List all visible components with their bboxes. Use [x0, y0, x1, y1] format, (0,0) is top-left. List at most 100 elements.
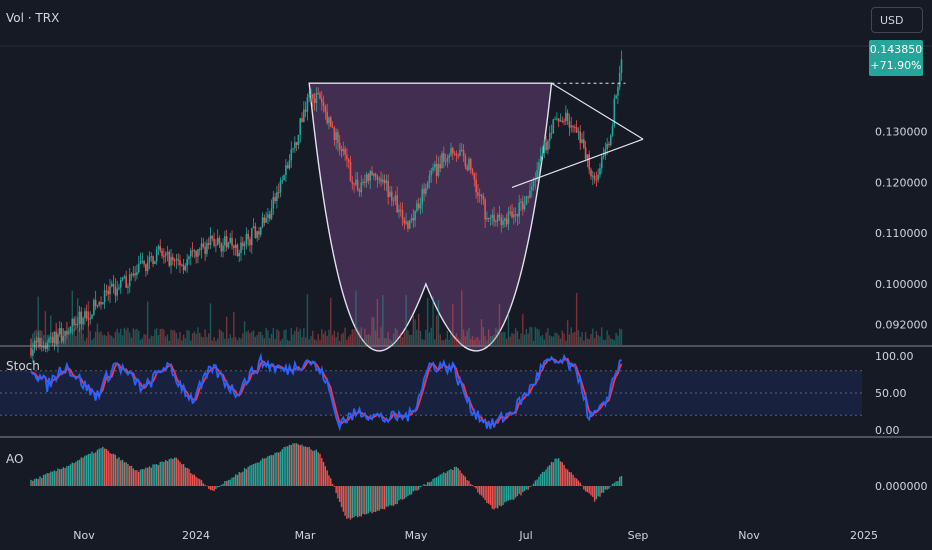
volume-bar [432, 296, 434, 345]
volume-bar [584, 331, 587, 345]
ao-bar [182, 464, 185, 486]
ao-bar [523, 486, 526, 491]
volume-bar [410, 334, 413, 345]
candle-body [410, 218, 413, 221]
candle-body [175, 259, 178, 261]
ao-bar [414, 486, 416, 491]
volume-bar [513, 333, 515, 345]
volume-bar [256, 335, 258, 345]
ao-bar [491, 486, 493, 509]
volume-bar [450, 332, 452, 345]
volume-bar [206, 336, 208, 345]
symbol-label[interactable]: Vol · TRX [6, 11, 60, 25]
ao-bar [321, 458, 323, 486]
ao-bar [216, 486, 219, 488]
candle-body [155, 249, 158, 262]
volume-bar [378, 338, 380, 345]
candle-body [507, 211, 510, 225]
volume-bar [360, 327, 362, 345]
ao-bar [387, 486, 389, 507]
ao-bar [566, 469, 569, 486]
ao-bar [188, 468, 190, 486]
ao-bar [68, 465, 70, 486]
volume-bar [209, 303, 212, 345]
candle-body [439, 163, 442, 169]
ao-bar [518, 486, 520, 494]
ao-bar [222, 483, 224, 486]
triangle-upper-line [551, 82, 644, 140]
ao-bar [464, 476, 467, 486]
volume-bar [303, 328, 305, 345]
ao-bar [423, 484, 425, 486]
volume-bar [102, 335, 104, 345]
candle-body [119, 280, 122, 288]
candle-body [574, 127, 576, 129]
candle-body [40, 346, 43, 348]
ao-bar [261, 458, 264, 486]
candle-body [541, 152, 544, 156]
candle-body [437, 163, 440, 176]
candle-body [389, 191, 391, 197]
volume-bar [568, 334, 571, 345]
candle-body [590, 169, 592, 177]
volume-bar [321, 329, 323, 345]
ao-bar [247, 466, 249, 486]
currency-button[interactable]: USD [871, 7, 923, 33]
price-tick-label: 0.110000 [875, 227, 928, 240]
ao-bar [193, 474, 196, 486]
ao-bar [552, 462, 555, 486]
ao-bar [428, 482, 431, 486]
candle-body [66, 330, 68, 335]
ao-bar [186, 468, 188, 486]
candle-body [565, 112, 567, 122]
candle-body [443, 153, 445, 162]
volume-bar [493, 334, 495, 345]
volume-bar [120, 328, 122, 345]
ao-bar [613, 482, 616, 486]
time-axis: Nov 2024 Mar May Jul Sep Nov 2025 [73, 529, 878, 542]
ao-bar [504, 486, 506, 503]
ao-bar [534, 480, 537, 486]
volume-bar [240, 338, 242, 345]
candle-body [177, 259, 179, 261]
volume-bar [252, 330, 255, 345]
candle-body [310, 94, 312, 96]
candle-body [426, 182, 429, 189]
ao-bar [290, 445, 292, 486]
ao-bar [507, 486, 510, 501]
volume-bar [292, 334, 294, 345]
volume-bar [82, 333, 84, 345]
volume-bar [222, 332, 224, 345]
volume-bar [163, 329, 165, 345]
volume-bar [112, 338, 115, 345]
volume-bar [355, 290, 357, 345]
ao-bar [531, 485, 533, 487]
volume-bar [346, 339, 348, 345]
ao-bar [105, 448, 108, 486]
ao-bar [213, 486, 215, 492]
candle-body [349, 161, 352, 182]
ao-bar [229, 479, 231, 486]
ao-bar [41, 477, 43, 486]
candle-body [451, 148, 454, 154]
ao-bar [121, 459, 124, 486]
ao-bar [444, 473, 447, 486]
volume-bar [44, 311, 47, 345]
candle-body [421, 188, 424, 205]
volume-bar [103, 334, 106, 345]
volume-bar [190, 340, 192, 345]
ao-bar [48, 473, 50, 486]
candle-body [473, 172, 476, 180]
volume-bar [380, 327, 382, 345]
volume-bar [118, 332, 120, 345]
candle-body [529, 190, 531, 198]
volume-bar [42, 335, 45, 345]
volume-bar [610, 338, 612, 345]
ao-bar [602, 486, 605, 493]
price-tick-label: 0.120000 [875, 176, 928, 189]
candle-body [381, 179, 384, 182]
ao-bar [252, 464, 255, 486]
volume-bar [520, 333, 522, 345]
candle-body [94, 299, 97, 307]
